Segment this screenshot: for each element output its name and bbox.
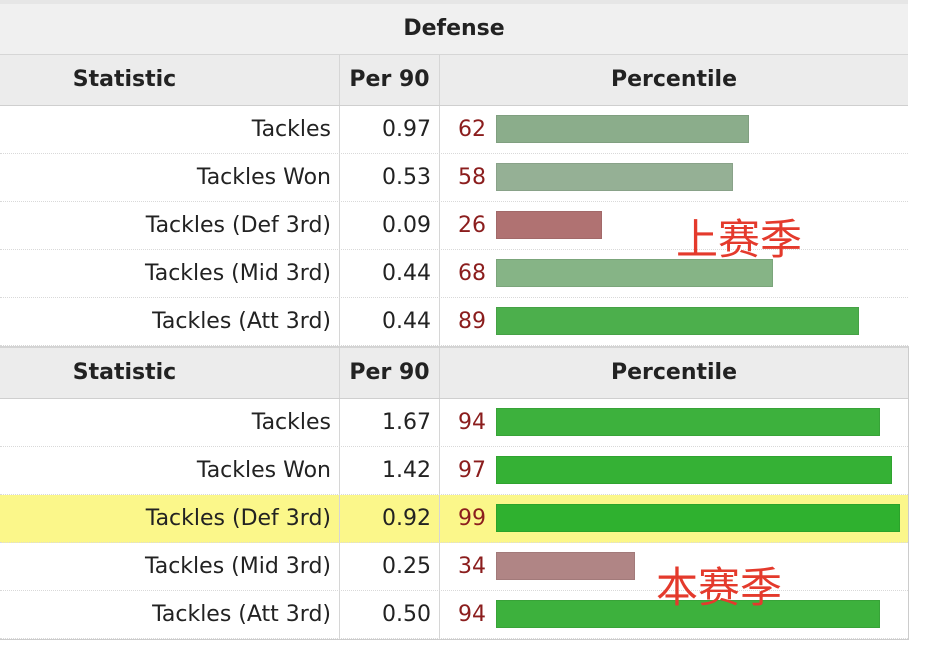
statistic-cell: Tackles Won [0,154,340,201]
header-per90[interactable]: Per 90 [340,55,440,105]
percentile-cell: 58 [440,154,908,201]
per90-cell: 0.44 [340,298,440,345]
table-row: Tackles (Att 3rd) 0.50 94 [0,591,908,639]
percentile-value: 94 [458,410,486,435]
table-row: Tackles (Mid 3rd) 0.25 34 [0,543,908,591]
per90-cell: 0.97 [340,106,440,153]
last-season-table: Defense Statistic Per 90 Percentile Tack… [0,4,908,346]
percentile-value: 99 [458,506,486,531]
statistic-cell: Tackles (Att 3rd) [0,591,340,638]
table-row: Tackles (Mid 3rd) 0.44 68 [0,250,908,298]
percentile-bar [496,115,749,143]
statistic-cell: Tackles Won [0,447,340,494]
table-row: Tackles (Att 3rd) 0.44 89 [0,298,908,346]
statistic-cell: Tackles (Att 3rd) [0,298,340,345]
percentile-cell: 68 [440,250,908,297]
percentile-bar [496,307,859,335]
header-per90[interactable]: Per 90 [340,348,440,398]
statistic-cell: Tackles (Mid 3rd) [0,543,340,590]
table-row: Tackles (Def 3rd) 0.09 26 [0,202,908,250]
percentile-bar [496,408,880,436]
table-header: Statistic Per 90 Percentile [0,55,908,106]
percentile-bar [496,600,880,628]
this-season-table: Statistic Per 90 Percentile Tackles 1.67 9… [0,346,909,640]
per90-cell: 0.53 [340,154,440,201]
percentile-cell: 94 [440,591,908,638]
percentile-value: 26 [458,213,486,238]
percentile-bar [496,211,602,239]
header-percentile[interactable]: Percentile [610,360,738,385]
table-row: Tackles Won 0.53 58 [0,154,908,202]
percentile-value: 34 [458,554,486,579]
percentile-value: 62 [458,117,486,142]
percentile-value: 68 [458,261,486,286]
percentile-cell: 62 [440,106,908,153]
table-row: Tackles Won 1.42 97 [0,447,908,495]
per90-cell: 0.44 [340,250,440,297]
table-row: Tackles 1.67 94 [0,399,908,447]
percentile-value: 89 [458,309,486,334]
this-season-rows: Tackles 1.67 94 Tackles Won 1.42 97 Tackles (D… [0,399,908,639]
percentile-cell: 89 [440,298,908,345]
per90-cell: 1.42 [340,447,440,494]
section-title: Defense [0,4,908,55]
per90-cell: 0.09 [340,202,440,249]
percentile-bar [496,456,892,484]
percentile-value: 58 [458,165,486,190]
top-border [0,0,908,4]
percentile-cell: 26 [440,202,908,249]
per90-cell: 0.50 [340,591,440,638]
table-row: Tackles (Def 3rd) 0.92 99 [0,495,908,543]
percentile-bar [496,259,773,287]
percentile-cell: 97 [440,447,908,494]
last-season-label: 上赛季 [676,215,803,264]
percentile-cell: 34 [440,543,908,590]
per90-cell: 0.25 [340,543,440,590]
statistic-cell: Tackles [0,106,340,153]
this-season-label: 本赛季 [656,563,783,612]
percentile-bar [496,504,900,532]
header-statistic[interactable]: Statistic [0,348,340,398]
header-percentile[interactable]: Percentile [610,67,738,92]
statistic-cell: Tackles (Mid 3rd) [0,250,340,297]
percentile-value: 94 [458,602,486,627]
percentile-bar [496,552,635,580]
statistic-cell: Tackles (Def 3rd) [0,495,340,542]
percentile-bar [496,163,733,191]
last-season-rows: Tackles 0.97 62 Tackles Won 0.53 58 Tackles (D… [0,106,908,346]
percentile-cell: 94 [440,399,908,446]
percentile-cell: 99 [440,495,908,542]
table-row: Tackles 0.97 62 [0,106,908,154]
per90-cell: 0.92 [340,495,440,542]
statistic-cell: Tackles (Def 3rd) [0,202,340,249]
table-header: Statistic Per 90 Percentile [0,348,908,399]
per90-cell: 1.67 [340,399,440,446]
header-statistic[interactable]: Statistic [0,55,340,105]
statistic-cell: Tackles [0,399,340,446]
percentile-value: 97 [458,458,486,483]
